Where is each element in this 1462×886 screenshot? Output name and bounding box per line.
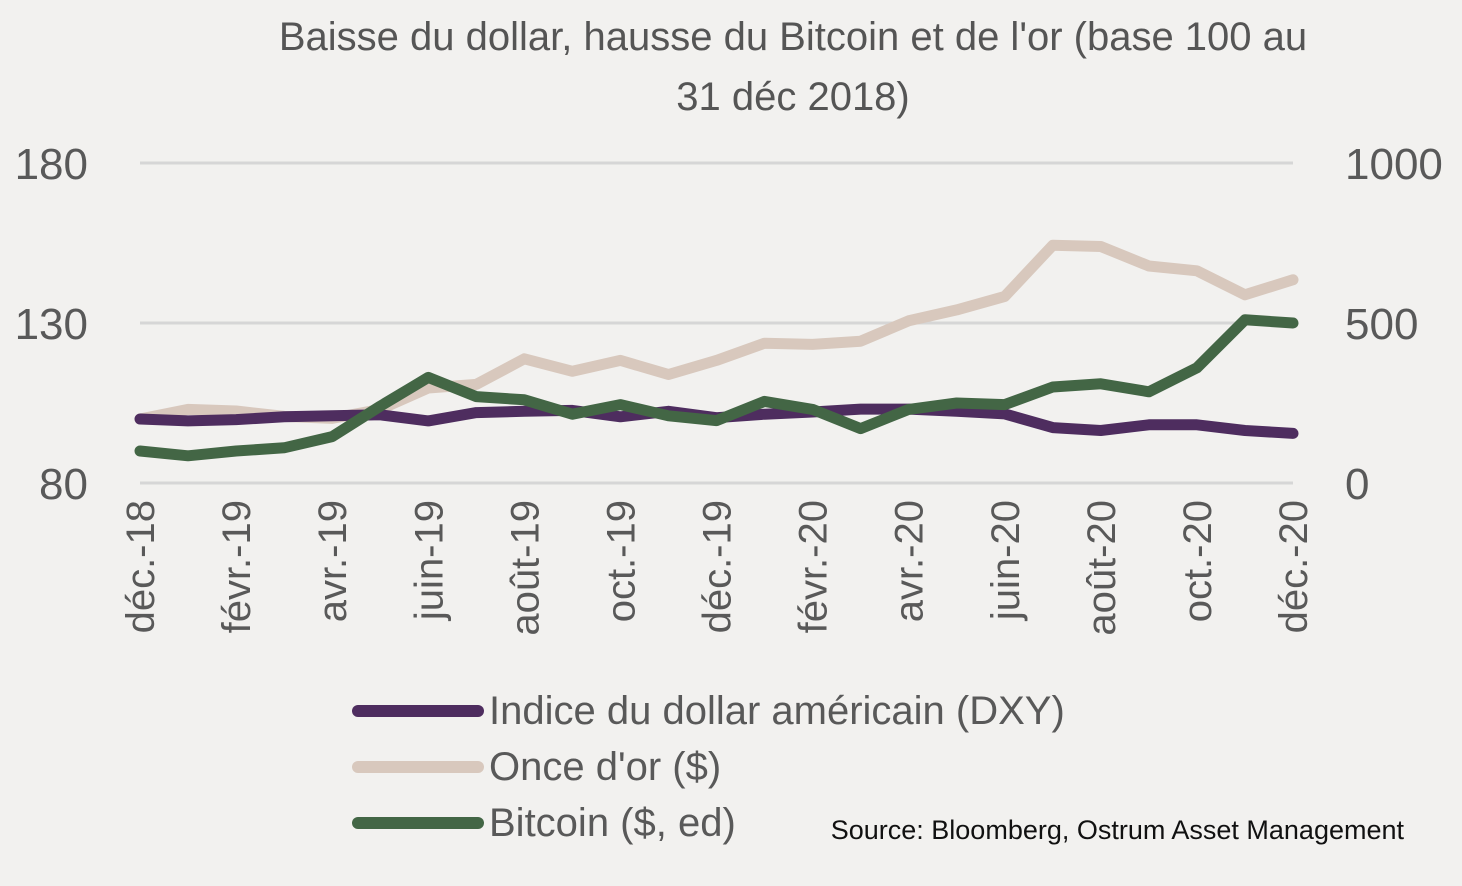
right-axis-tick-label: 1000 — [1345, 140, 1443, 189]
source-note: Source: Bloomberg, Ostrum Asset Manageme… — [831, 815, 1405, 845]
chart-title-line: Baisse du dollar, hausse du Bitcoin et d… — [279, 15, 1307, 59]
series-line-2 — [134, 314, 1299, 462]
legend-label: Once d'or ($) — [489, 745, 721, 789]
right-axis-tick-label: 0 — [1345, 460, 1369, 509]
x-axis-tick-label: déc.-19 — [696, 500, 740, 633]
chart-title-line: 31 déc 2018) — [676, 75, 910, 119]
x-axis-tick-label: août-20 — [1080, 500, 1124, 636]
right-axis-ticks: 0 500 1000 — [1345, 140, 1443, 509]
x-axis-tick-label: déc.-20 — [1272, 500, 1316, 633]
x-axis-tick-label: juin-20 — [984, 500, 1028, 621]
x-axis-tick-label: avr.-19 — [311, 500, 355, 622]
right-axis-tick-label: 500 — [1345, 300, 1418, 349]
left-axis-tick-label: 130 — [15, 300, 88, 349]
x-axis-tick-label: févr.-19 — [215, 500, 259, 633]
left-axis-tick-label: 180 — [15, 140, 88, 189]
x-axis-tick-label: juin-19 — [407, 500, 451, 621]
left-axis-tick-label: 80 — [39, 460, 88, 509]
x-axis-tick-label: déc.-18 — [119, 500, 163, 633]
legend-label: Indice du dollar américain (DXY) — [489, 689, 1065, 733]
x-axis-tick-label: août-19 — [503, 500, 547, 636]
x-axis-tick-label: oct.-20 — [1176, 500, 1220, 622]
gridlines — [140, 161, 1293, 485]
legend: Indice du dollar américain (DXY) Once d'o… — [352, 689, 1065, 845]
series-lines — [134, 239, 1299, 462]
chart-title: Baisse du dollar, hausse du Bitcoin et d… — [279, 15, 1307, 119]
x-axis-ticks: déc.-18 févr.-19 avr.-19 juin-19 août-19 oct.… — [119, 500, 1316, 636]
x-axis-tick-label: oct.-19 — [599, 500, 643, 622]
left-axis-ticks: 80 130 180 — [15, 140, 88, 509]
series-line-1 — [134, 239, 1299, 425]
x-axis-tick-label: févr.-20 — [792, 500, 836, 633]
x-axis-tick-label: avr.-20 — [888, 500, 932, 622]
legend-label: Bitcoin ($, ed) — [489, 801, 736, 845]
